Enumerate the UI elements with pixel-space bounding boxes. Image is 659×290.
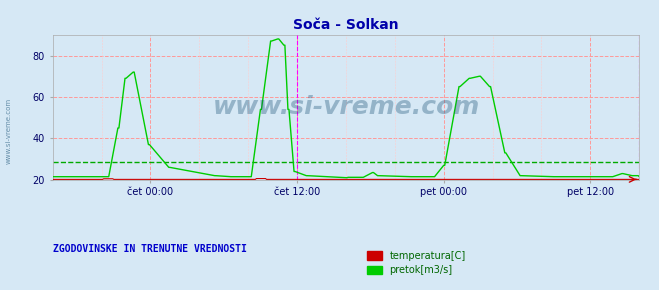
Legend: temperatura[C], pretok[m3/s]: temperatura[C], pretok[m3/s] [363,247,470,279]
Text: ZGODOVINSKE IN TRENUTNE VREDNOSTI: ZGODOVINSKE IN TRENUTNE VREDNOSTI [53,244,246,254]
Title: Soča - Solkan: Soča - Solkan [293,18,399,32]
Text: www.si-vreme.com: www.si-vreme.com [5,97,12,164]
Text: www.si-vreme.com: www.si-vreme.com [212,95,480,119]
